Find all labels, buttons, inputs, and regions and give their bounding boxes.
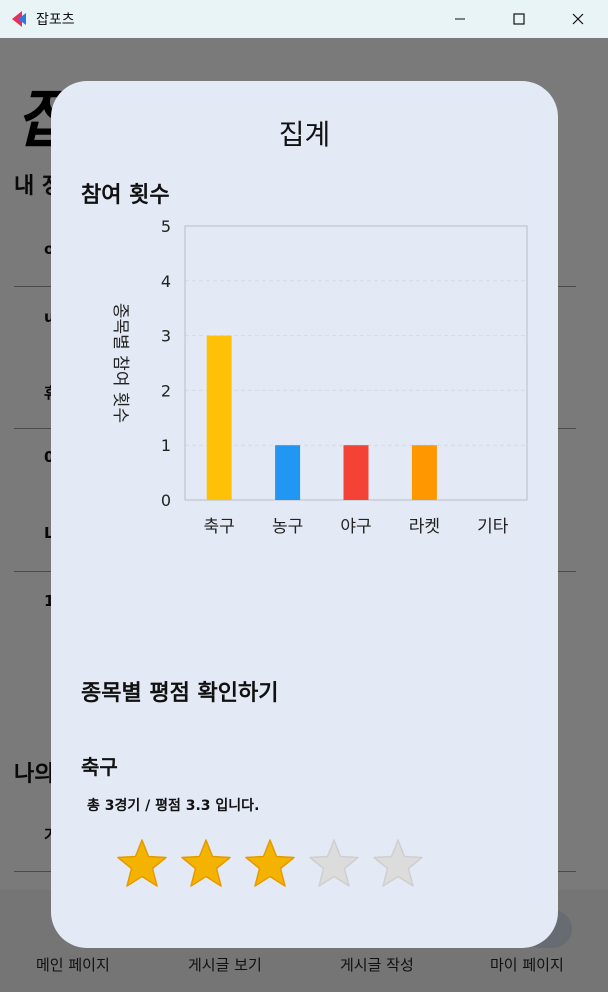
close-button[interactable] [548,0,608,38]
sport-name: 축구 [81,755,118,779]
star-empty-icon [371,837,425,891]
modal-title: 집계 [278,118,331,151]
minimize-icon [455,18,465,20]
participation-title: 참여 횟수 [81,183,170,208]
bar-0 [206,335,232,500]
star-filled-icon [243,837,297,891]
title-bar: 잡포츠 [0,0,608,38]
star-rating [115,837,425,891]
star-empty-icon [307,837,361,891]
rating-section-title: 종목별 평점 확인하기 [81,681,279,706]
y-tick-label: 3 [161,327,171,346]
y-tick-label: 2 [161,381,171,400]
y-tick-label: 1 [161,436,171,455]
minimize-button[interactable] [430,0,490,38]
star-filled-icon [179,837,233,891]
x-tick-label: 축구 [204,517,235,537]
y-tick-label: 0 [161,491,171,510]
y-tick-label: 5 [161,217,171,236]
window-title: 잡포츠 [36,12,75,28]
rating-summary: 총 3경기 / 평점 3.3 입니다. [87,798,260,814]
app-logo-icon [12,11,26,27]
maximize-button[interactable] [489,0,549,38]
y-tick-label: 4 [161,272,171,291]
maximize-icon [513,13,525,25]
x-tick-label: 라켓 [409,517,440,537]
y-axis-label: 종목별 참여 횟수 [110,303,130,423]
bar-2 [343,445,369,500]
x-tick-label: 야구 [340,517,371,537]
x-tick-label: 농구 [272,517,303,537]
x-tick-label: 기타 [477,517,509,537]
star-filled-icon [115,837,169,891]
stats-modal: 집계 참여 횟수 0 1 2 3 4 5 축구 농구 야구 라켓 기타 종목별 참여 횟수 종목별 평… [51,81,558,948]
bar-1 [275,445,301,500]
close-icon [572,13,584,25]
bar-3 [411,445,437,500]
participation-chart: 0 1 2 3 4 5 축구 농구 야구 라켓 기타 종목별 참여 횟수 [110,217,528,537]
